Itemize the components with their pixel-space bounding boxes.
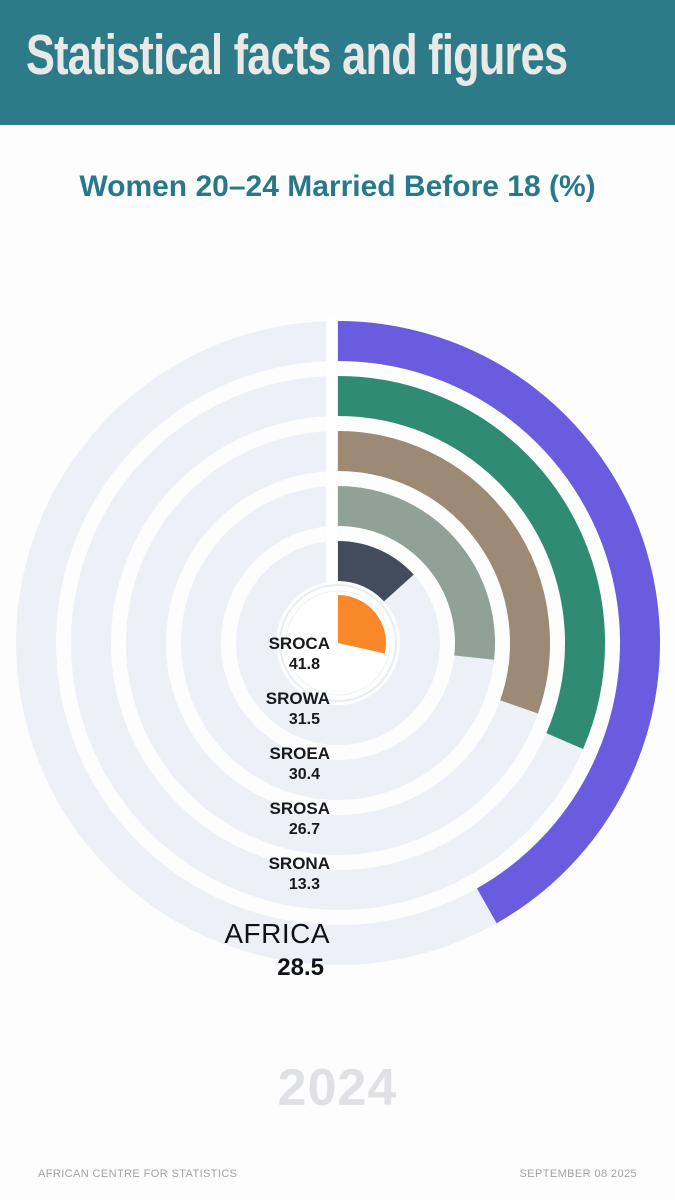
- center-name: AFRICA: [224, 918, 330, 949]
- ring-name: SROCA: [268, 634, 330, 653]
- center-wedge-africa: [338, 595, 386, 654]
- ring-name: SRONA: [268, 854, 330, 873]
- page-title: Statistical facts and figures: [26, 23, 568, 87]
- ring-arc-sroca: [337, 321, 660, 924]
- chart-title: Women 20–24 Married Before 18 (%): [79, 170, 596, 203]
- footer-date: SEPTEMBER 08 2025: [519, 1168, 637, 1180]
- ring-name: SROWA: [265, 689, 330, 708]
- ring-value: 41.8: [288, 656, 320, 673]
- ring-arc-srosa: [337, 486, 495, 660]
- header-banner: Statistical facts and figures: [0, 0, 675, 125]
- radial-chart: [16, 317, 660, 965]
- ring-label-srona: SRONA 13.3: [269, 853, 330, 895]
- ring-start-separator: [326, 317, 337, 643]
- ring-value: 30.4: [288, 766, 320, 783]
- ring-value: 13.3: [288, 876, 320, 893]
- ring-name: SROEA: [269, 744, 330, 763]
- center-label-africa: AFRICA 28.5: [224, 917, 330, 986]
- ring-label-srowa: SROWA 31.5: [266, 688, 330, 730]
- radial-chart-container: SROCA 41.8 SROWA 31.5 SROEA 30.4 SROSA 2…: [0, 313, 675, 981]
- ring-label-sroca: SROCA 41.8: [269, 633, 330, 675]
- ring-name: SROSA: [269, 799, 330, 818]
- ring-value: 26.7: [288, 821, 320, 838]
- center-disc-inner-ring: [285, 590, 391, 696]
- ring-arc-srowa: [337, 376, 605, 750]
- ring-label-srosa: SROSA 26.7: [270, 798, 330, 840]
- year-watermark: 2024: [277, 1059, 398, 1117]
- ring-arc-srona: [337, 541, 414, 602]
- ring-value: 31.5: [288, 711, 320, 728]
- ring-arc-sroea: [337, 431, 550, 714]
- footer-source: AFRICAN CENTRE FOR STATISTICS: [38, 1168, 238, 1180]
- center-value: 28.5: [277, 954, 324, 981]
- ring-label-sroea: SROEA 30.4: [270, 743, 330, 785]
